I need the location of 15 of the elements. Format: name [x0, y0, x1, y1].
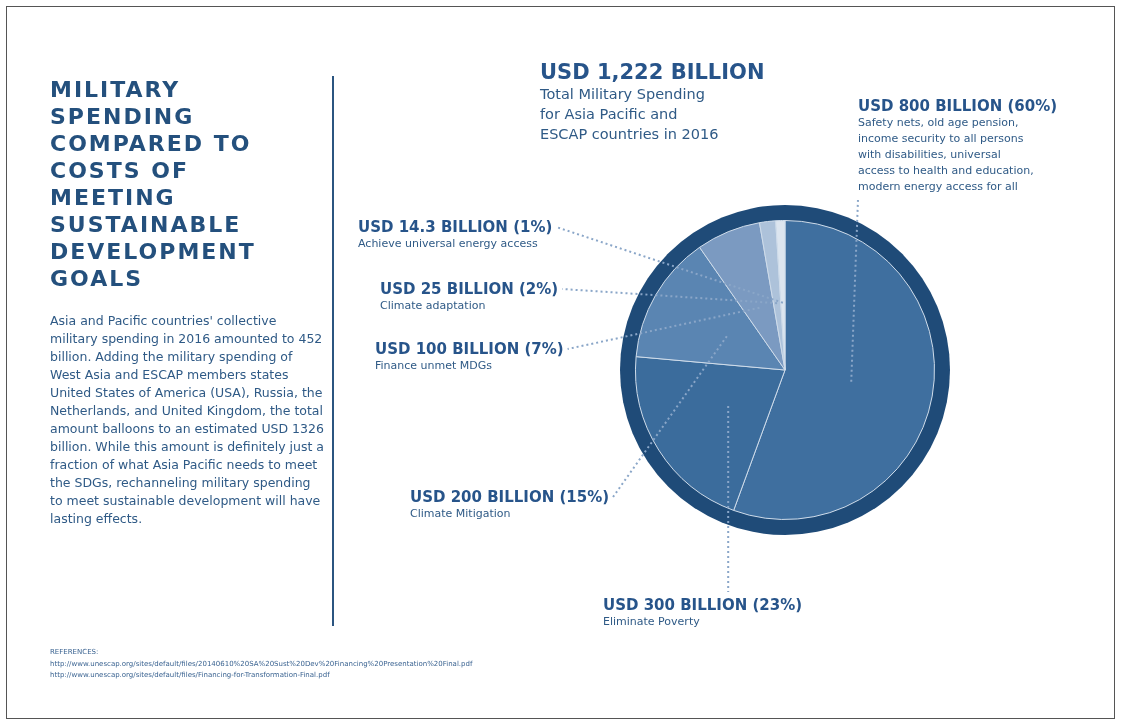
text: MILITARY SPENDING COMPARED TO COSTS OF MEETING SUSTAINABLE DEVELOPMENT GOALS — [50, 76, 257, 292]
data-label: USD 14.3 BILLION (1%) — [358, 218, 553, 236]
slice-label: Eliminate Poverty — [603, 614, 701, 630]
slice-label: Achieve universal energy access — [358, 236, 539, 252]
slice-label: Safety nets, old age pension, income security to all persons with disabilities, universal access to health and education, modern energy access for all — [858, 115, 1035, 195]
text: Asia and Pacific countries' collective military spending in 2016 amounted to 452 billion. Adding the military spending of West Asia and ESCAP members states United States of America (USA), Russia, the Netherlands, and United Kingdom, the total amount balloons to an estimated USD 1326 billion. While this amount is definitely just a fraction of what Asia Pacific needs to meet the SDGs, rechanneling military spending to meet sustainable development will have lasting effects. — [50, 313, 324, 526]
slice-label: Finance unmet MDGs — [375, 358, 494, 374]
data-label: USD 800 BILLION (60%) — [858, 97, 1058, 115]
slice-label: Climate Mitigation — [410, 506, 512, 522]
data-label: USD 300 BILLION (23%) — [603, 596, 803, 614]
data-label: USD 25 BILLION (2%) — [380, 280, 559, 298]
data-label: USD 100 BILLION (7%) — [375, 340, 564, 358]
data-label: USD 200 BILLION (15%) — [410, 488, 610, 506]
text: USD 1,222 BILLION Total Military Spending for Asia Pacific and ESCAP countries in 2016 — [540, 60, 765, 144]
slice-label: Climate adaptation — [380, 298, 487, 314]
